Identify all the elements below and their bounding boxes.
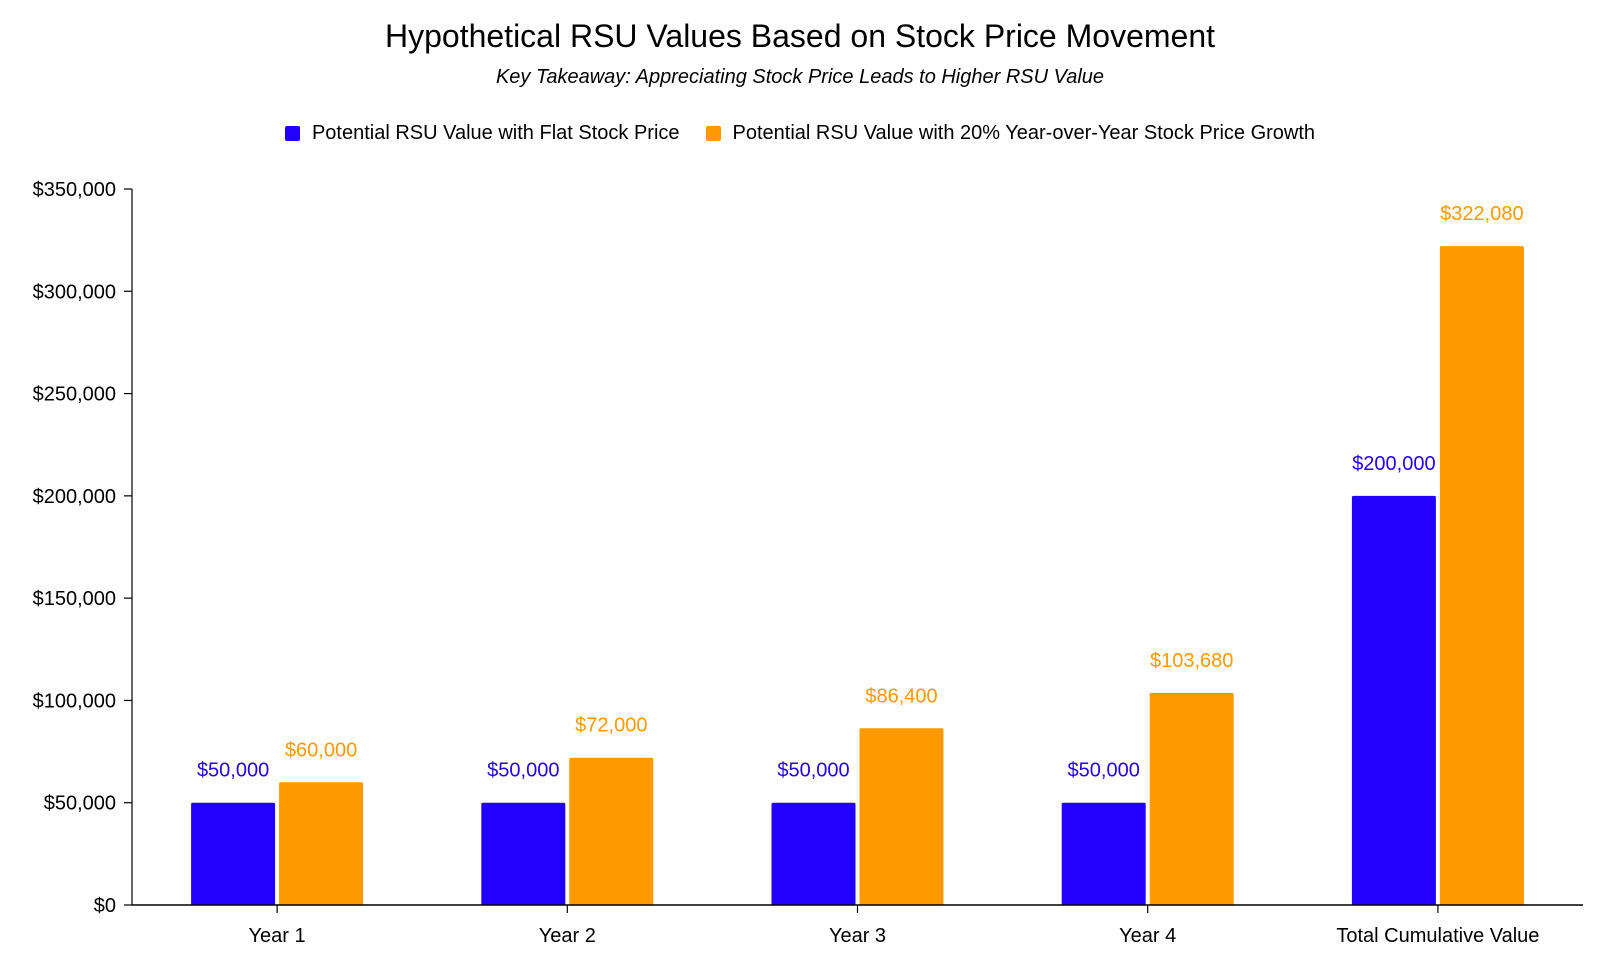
data-label-growth: $86,400 — [865, 685, 937, 707]
x-tick-label: Year 1 — [249, 925, 306, 947]
data-label-flat: $200,000 — [1352, 453, 1435, 475]
bar-flat — [191, 802, 276, 905]
y-tick-label: $200,000 — [33, 486, 116, 508]
data-label-growth: $72,000 — [575, 715, 647, 737]
y-tick-label: $100,000 — [33, 690, 116, 712]
legend-label-flat: Potential RSU Value with Flat Stock Pric… — [311, 122, 680, 144]
y-tick-label: $250,000 — [33, 384, 116, 406]
y-tick-label: $350,000 — [33, 179, 116, 201]
chart-legend: Potential RSU Value with Flat Stock Pric… — [0, 122, 1600, 145]
data-label-flat: $50,000 — [777, 760, 849, 782]
x-tick-label: Year 2 — [539, 925, 596, 947]
bar-flat — [1061, 802, 1146, 905]
bar-flat — [771, 802, 856, 905]
x-tick-label: Year 4 — [1119, 925, 1176, 947]
data-label-growth: $60,000 — [285, 739, 357, 761]
y-tick-label: $300,000 — [33, 281, 116, 303]
legend-item-growth: Potential RSU Value with 20% Year-over-Y… — [705, 122, 1316, 145]
data-label-flat: $50,000 — [487, 760, 559, 782]
legend-swatch-flat — [284, 126, 300, 141]
x-tick-label: Total Cumulative Value — [1336, 925, 1539, 947]
y-tick-label: $150,000 — [33, 588, 116, 610]
y-tick-label: $0 — [94, 895, 116, 917]
data-label-flat: $50,000 — [1068, 760, 1140, 782]
x-tick-label: Year 3 — [829, 925, 886, 947]
bar-growth — [859, 728, 944, 905]
data-label-flat: $50,000 — [197, 760, 269, 782]
bar-growth — [569, 757, 654, 905]
bar-flat — [481, 802, 566, 905]
data-label-growth: $103,680 — [1150, 650, 1233, 672]
chart-title: Hypothetical RSU Values Based on Stock P… — [384, 18, 1215, 54]
data-label-growth: $322,080 — [1440, 203, 1523, 225]
chart-subtitle: Key Takeaway: Appreciating Stock Price L… — [495, 66, 1105, 88]
legend-item-flat: Potential RSU Value with Flat Stock Pric… — [284, 122, 680, 145]
legend-label-growth: Potential RSU Value with 20% Year-over-Y… — [732, 122, 1316, 144]
bar-flat — [1351, 495, 1436, 905]
bar-growth — [1439, 246, 1524, 906]
bar-growth — [1149, 692, 1234, 905]
y-tick-label: $50,000 — [44, 793, 116, 815]
bar-growth — [279, 782, 364, 905]
legend-swatch-growth — [705, 126, 721, 141]
